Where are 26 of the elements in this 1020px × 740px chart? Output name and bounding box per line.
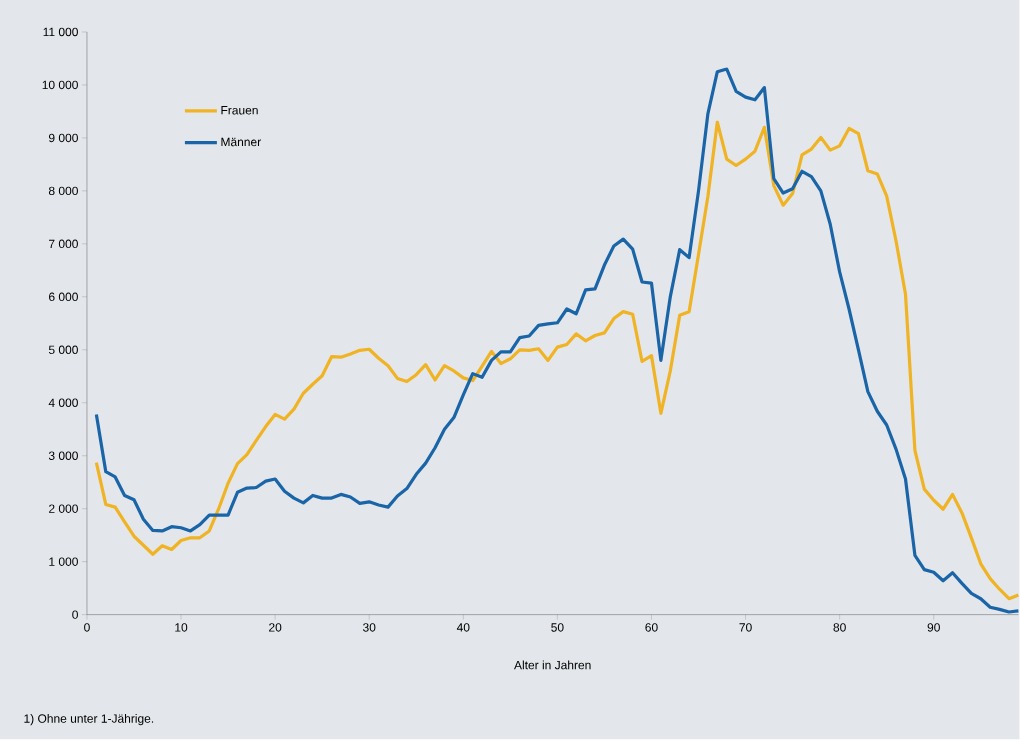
y-tick-label: 10 000 xyxy=(42,80,78,90)
x-tick-label: 90 xyxy=(927,623,940,632)
x-tick-label: 70 xyxy=(739,623,752,632)
y-tick-label: 7 000 xyxy=(49,239,78,249)
x-tick-label: 60 xyxy=(645,623,658,632)
x-tick-label: 30 xyxy=(363,623,376,632)
x-tick-label: 20 xyxy=(269,623,282,632)
text: 1) Ohne unter 1-Jährige. xyxy=(24,714,154,726)
y-tick-label: 2 000 xyxy=(49,504,78,514)
x-tick-label: 50 xyxy=(551,623,564,632)
legend-label: Frauen xyxy=(221,106,258,115)
y-tick-label: 9 000 xyxy=(48,133,78,143)
x-axis-title: Alter in Jahren xyxy=(514,660,591,670)
y-tick-label: 4 000 xyxy=(48,398,78,408)
y-tick-label: 11 000 xyxy=(43,27,78,37)
y-tick-label: 3 000 xyxy=(48,451,78,461)
legend-label: Männer xyxy=(221,138,261,147)
x-tick-label: 0 xyxy=(84,623,90,632)
x-tick-label: 10 xyxy=(175,623,188,632)
y-tick-label: 6 000 xyxy=(49,292,78,302)
y-tick-label: 0 xyxy=(72,610,78,620)
x-tick-label: 40 xyxy=(456,623,470,632)
y-tick-label: 8 000 xyxy=(48,186,78,196)
x-tick-label: 80 xyxy=(833,623,846,632)
y-tick-label: 5 000 xyxy=(48,345,78,355)
y-tick-label: 1 000 xyxy=(49,557,78,567)
